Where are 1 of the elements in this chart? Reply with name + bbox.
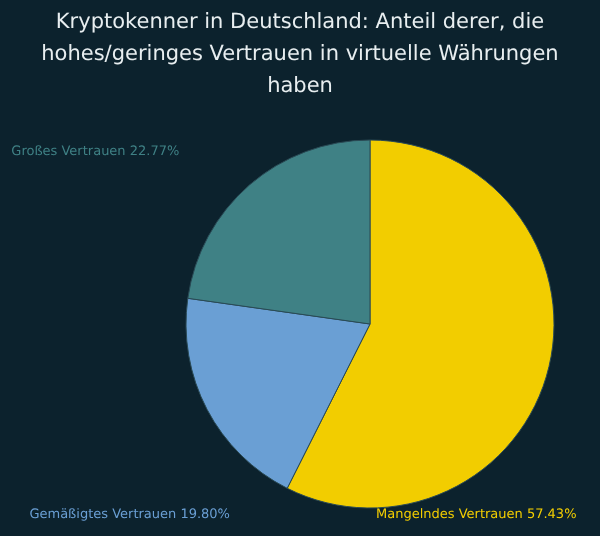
chart-title: Kryptokenner in Deutschland: Anteil derer, die hohes/geringes Vertrauen in virtuelle Währungen haben [39,8,561,102]
